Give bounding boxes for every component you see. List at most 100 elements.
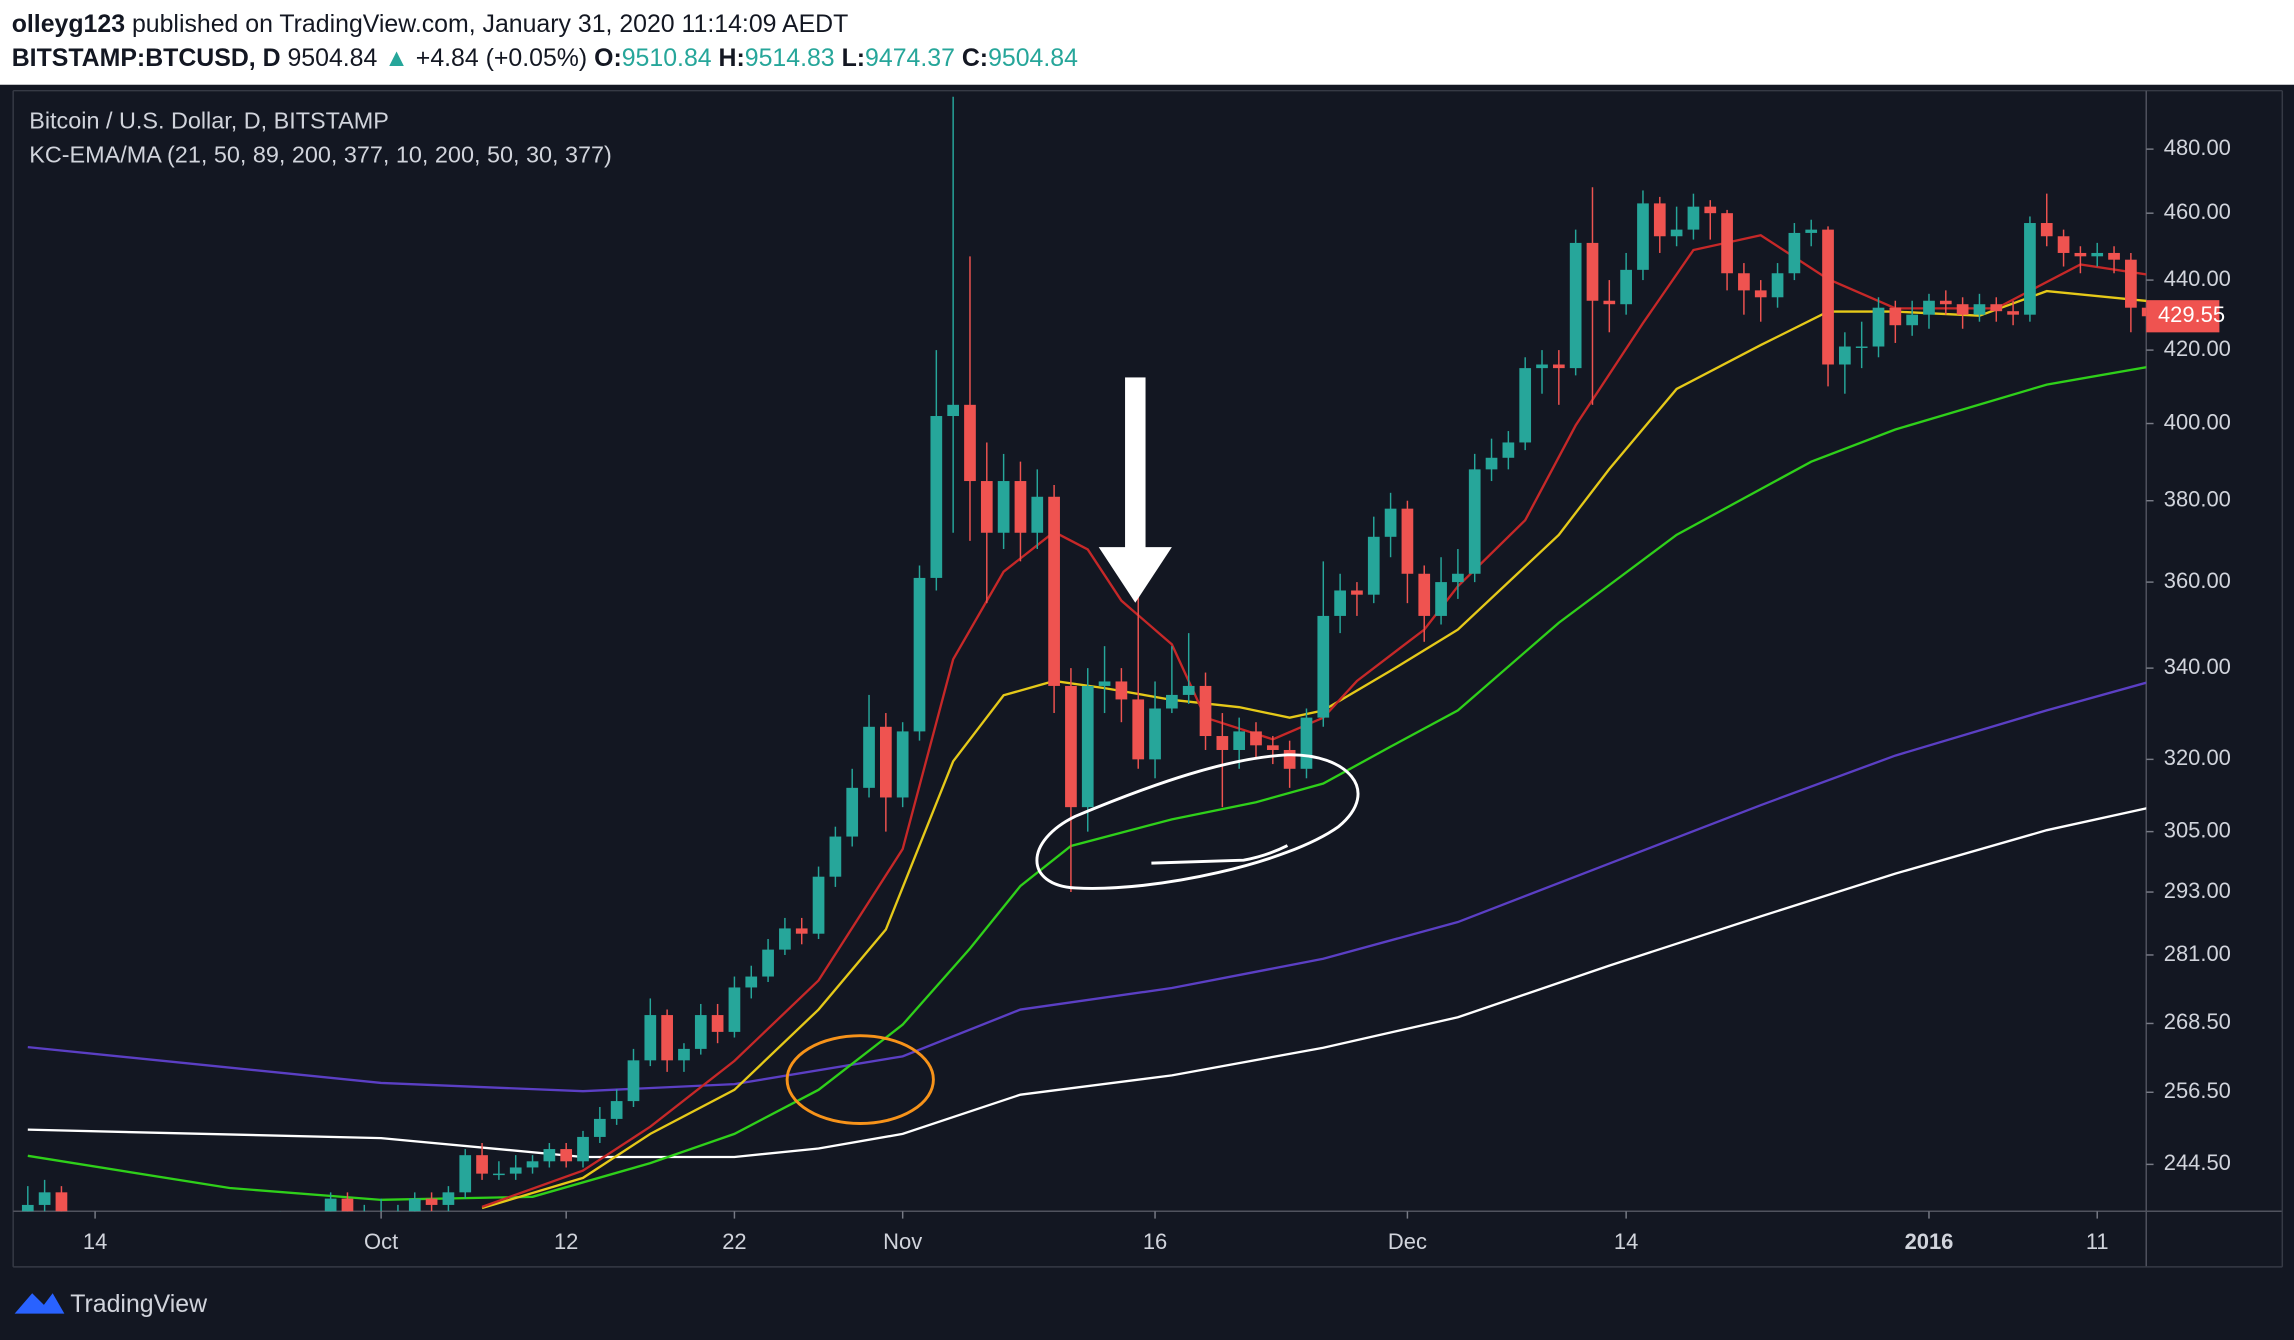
quote-line: BITSTAMP:BTCUSD, D 9504.84 ▲ +4.84 (+0.0… bbox=[12, 44, 1078, 72]
candle-body bbox=[2040, 223, 2053, 237]
candle-body bbox=[560, 1149, 573, 1162]
candle-body bbox=[2141, 307, 2147, 317]
candle-body bbox=[1502, 442, 1515, 458]
candle-body bbox=[644, 1015, 657, 1061]
y-tick-label: 480.00 bbox=[2164, 135, 2231, 160]
change: +4.84 (+0.05%) bbox=[416, 44, 587, 72]
candle-body bbox=[1166, 694, 1178, 709]
change-arrow: ▲ bbox=[384, 44, 409, 72]
chart-title: Bitcoin / U.S. Dollar, D, BITSTAMP bbox=[29, 108, 389, 134]
candle-body bbox=[2125, 259, 2137, 308]
candle-body bbox=[1300, 717, 1313, 769]
candle-body bbox=[627, 1060, 640, 1102]
y-tick-label: 360.00 bbox=[2164, 568, 2231, 593]
candle-body bbox=[1788, 232, 1801, 274]
candle-body bbox=[1519, 368, 1532, 443]
published: published on TradingView.com, January 31… bbox=[132, 10, 848, 38]
candle-body bbox=[1687, 206, 1700, 230]
publish-line: olleyg123 published on TradingView.com, … bbox=[12, 10, 849, 38]
open: 9510.84 bbox=[622, 44, 712, 72]
candle-body bbox=[1637, 203, 1649, 270]
candle-body bbox=[1401, 508, 1414, 574]
y-tick-label: 400.00 bbox=[2164, 409, 2231, 434]
candle-body bbox=[1485, 457, 1498, 470]
y-tick-label: 268.50 bbox=[2164, 1009, 2231, 1034]
arrow-head bbox=[1098, 547, 1172, 603]
candle-body bbox=[1048, 496, 1060, 686]
candle-body bbox=[1822, 229, 1834, 365]
candle-body bbox=[880, 726, 892, 798]
low: 9474.37 bbox=[865, 44, 955, 72]
candle-body bbox=[1081, 685, 1094, 808]
candle-body bbox=[442, 1192, 455, 1205]
y-tick-label: 320.00 bbox=[2164, 745, 2231, 770]
y-tick-label: 340.00 bbox=[2164, 654, 2231, 679]
white-ellipse bbox=[1035, 753, 1360, 890]
candle-body bbox=[964, 404, 976, 482]
candle-body bbox=[694, 1015, 707, 1049]
candle-body bbox=[1266, 745, 1279, 750]
y-tick-label: 244.50 bbox=[2164, 1150, 2231, 1175]
candle-body bbox=[1973, 304, 1986, 315]
candle-body bbox=[55, 1192, 68, 1212]
candle-body bbox=[610, 1101, 623, 1119]
candle-body bbox=[1233, 731, 1246, 750]
candle-body bbox=[1738, 273, 1750, 291]
candle-body bbox=[997, 481, 1010, 533]
candle-body bbox=[762, 949, 774, 977]
moving-average-line bbox=[27, 807, 2147, 1159]
candle-body bbox=[1452, 573, 1464, 583]
candle-body bbox=[930, 416, 943, 578]
candle-body bbox=[1653, 203, 1666, 237]
header-bar bbox=[0, 0, 2294, 85]
y-tick-label: 440.00 bbox=[2164, 266, 2231, 291]
high-label: H: bbox=[719, 44, 745, 72]
candle-body bbox=[2024, 223, 2036, 315]
candle-body bbox=[1065, 685, 1077, 808]
candle-body bbox=[526, 1161, 539, 1168]
close-label: C: bbox=[962, 44, 988, 72]
candle-body bbox=[1334, 590, 1346, 616]
x-tick-label: 16 bbox=[1143, 1229, 1167, 1254]
candle-body bbox=[1721, 213, 1733, 274]
x-tick-label: 22 bbox=[722, 1229, 746, 1254]
candle-body bbox=[1384, 508, 1397, 537]
x-tick-label: Nov bbox=[883, 1229, 922, 1254]
plot-area bbox=[21, 96, 2147, 1212]
y-tick-label: 256.50 bbox=[2164, 1078, 2231, 1103]
x-tick-label: 12 bbox=[554, 1229, 578, 1254]
candle-body bbox=[678, 1048, 690, 1061]
candle-body bbox=[1199, 685, 1212, 737]
y-tick-label: 293.00 bbox=[2164, 878, 2231, 903]
candle-body bbox=[38, 1192, 51, 1205]
brand-logo bbox=[14, 1293, 65, 1314]
candle-body bbox=[1956, 304, 1969, 315]
candle-body bbox=[980, 481, 993, 533]
candle-body bbox=[1754, 290, 1767, 298]
orange-ellipse bbox=[785, 1034, 935, 1125]
x-tick-label: 14 bbox=[83, 1229, 107, 1254]
candle-body bbox=[1923, 300, 1935, 315]
high: 9514.83 bbox=[745, 44, 835, 72]
candle-body bbox=[2074, 252, 2087, 257]
candle-body bbox=[711, 1015, 724, 1032]
candle-body bbox=[324, 1198, 337, 1212]
candle-body bbox=[829, 836, 842, 877]
annotations bbox=[785, 377, 1360, 1125]
candle-body bbox=[1603, 300, 1616, 305]
candle-body bbox=[1317, 615, 1330, 718]
candle-body bbox=[1704, 206, 1717, 214]
candle-body bbox=[425, 1198, 438, 1205]
candle-body bbox=[577, 1136, 589, 1162]
candle-body bbox=[1132, 699, 1145, 760]
candle-body bbox=[1586, 242, 1599, 301]
candle-body bbox=[1283, 749, 1296, 769]
candle-body bbox=[745, 976, 758, 988]
candle-body bbox=[1872, 307, 1885, 347]
y-tick-label: 420.00 bbox=[2164, 336, 2231, 361]
user: olleyg123 bbox=[12, 10, 125, 38]
candle-body bbox=[1031, 496, 1044, 533]
candle-body bbox=[812, 876, 825, 934]
candle-body bbox=[1670, 229, 1683, 237]
candle-body bbox=[509, 1167, 522, 1174]
